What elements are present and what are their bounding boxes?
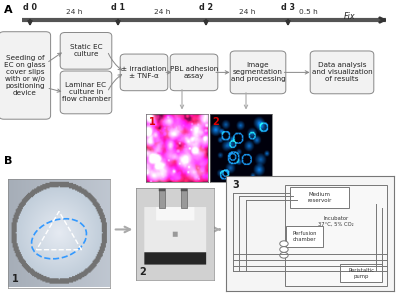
Text: 2: 2 [139,267,146,277]
Text: 24 h: 24 h [154,10,170,15]
Text: Data analysis
and visualization
of results: Data analysis and visualization of resul… [312,63,372,82]
Circle shape [280,252,288,258]
Text: d 0: d 0 [23,3,37,12]
Text: 24 h: 24 h [239,10,255,15]
Bar [285,185,387,286]
Text: 1: 1 [148,117,155,127]
Bar [159,188,165,191]
Text: 0.5 h: 0.5 h [299,10,317,15]
FancyBboxPatch shape [290,187,349,208]
Text: Peristaltic
pump: Peristaltic pump [348,268,374,278]
Text: d 1: d 1 [111,3,125,12]
Text: Perfusion
chamber: Perfusion chamber [293,231,317,242]
FancyBboxPatch shape [60,33,112,69]
FancyBboxPatch shape [230,51,286,94]
Text: Laminar EC
culture in
flow chamber: Laminar EC culture in flow chamber [62,83,110,102]
FancyBboxPatch shape [120,54,168,91]
Text: 24 h: 24 h [66,10,82,15]
Text: Image
segmentation
and processing: Image segmentation and processing [231,63,285,82]
Text: Seeding of
EC on glass
cover slips
with or w/o
positioning
device: Seeding of EC on glass cover slips with … [4,55,46,96]
Text: Static EC
culture: Static EC culture [70,44,102,57]
Circle shape [280,247,288,252]
Text: 3: 3 [233,180,240,190]
FancyBboxPatch shape [340,265,382,282]
FancyBboxPatch shape [286,226,324,247]
Text: 2: 2 [212,117,219,127]
Text: PBL adhesion
assay: PBL adhesion assay [170,66,218,79]
Text: ± irradiation
± TNF-α: ± irradiation ± TNF-α [121,66,167,79]
Bar [181,188,187,191]
Text: d 2: d 2 [199,3,213,12]
FancyBboxPatch shape [60,71,112,114]
Bar [181,188,187,209]
Circle shape [280,241,288,247]
Text: Incubator
37°C, 5% CO₂: Incubator 37°C, 5% CO₂ [318,216,354,227]
Text: A: A [4,5,13,14]
Text: Medium
reservoir: Medium reservoir [307,192,332,203]
Bar [159,188,165,209]
Text: 1: 1 [12,274,19,284]
FancyBboxPatch shape [170,54,218,91]
FancyBboxPatch shape [310,51,374,94]
FancyBboxPatch shape [0,32,50,119]
Text: Fix: Fix [344,12,356,22]
Text: d 3: d 3 [281,3,295,12]
Text: B: B [4,156,12,165]
